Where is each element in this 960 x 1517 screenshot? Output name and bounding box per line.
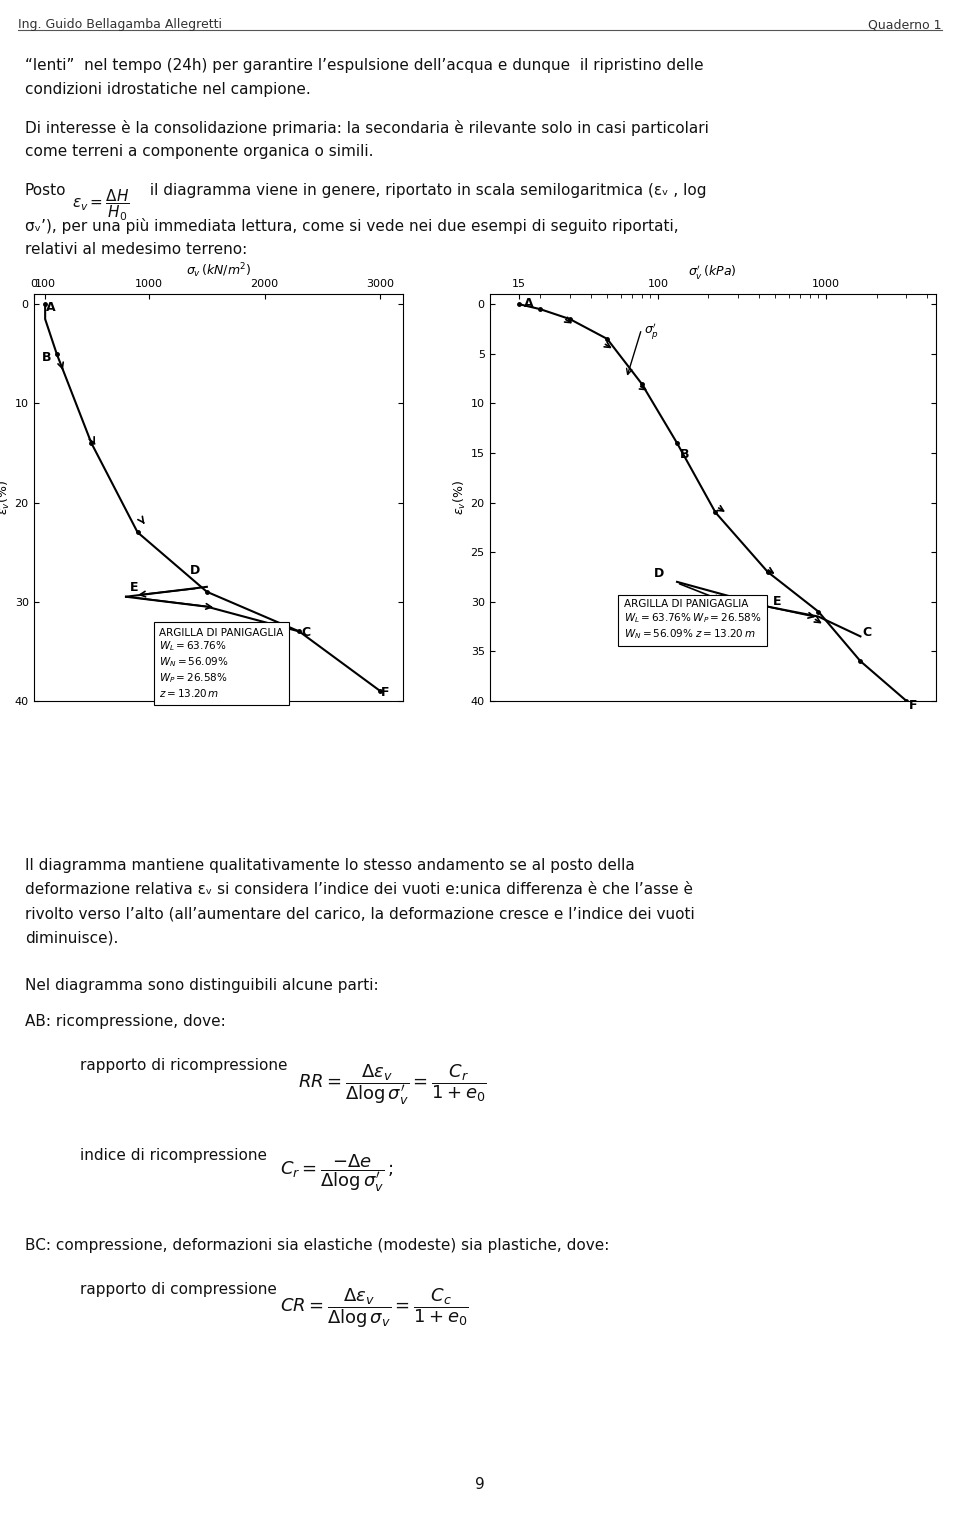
Y-axis label: $\varepsilon_v(\%)$: $\varepsilon_v(\%)$ <box>0 481 12 514</box>
Text: il diagramma viene in genere, riportato in scala semilogaritmica (εᵥ , log: il diagramma viene in genere, riportato … <box>145 184 707 199</box>
Text: condizioni idrostatiche nel campione.: condizioni idrostatiche nel campione. <box>25 82 311 97</box>
Text: D: D <box>189 564 200 576</box>
Text: Di interesse è la consolidazione primaria: la secondaria è rilevante solo in cas: Di interesse è la consolidazione primari… <box>25 120 708 137</box>
Text: Posto: Posto <box>25 184 66 199</box>
Text: E: E <box>773 595 781 608</box>
X-axis label: $\sigma_v\,(kN/m^2)$: $\sigma_v\,(kN/m^2)$ <box>185 261 252 281</box>
Text: $\sigma_p^{\prime}$: $\sigma_p^{\prime}$ <box>644 322 660 341</box>
Text: ARGILLA DI PANIGAGLIA
$W_L = 63.76\%\;W_P = 26.58\%$
$W_N = 56.09\%\;z = 13.20\,: ARGILLA DI PANIGAGLIA $W_L = 63.76\%\;W_… <box>624 599 761 640</box>
Text: A: A <box>524 297 534 309</box>
Text: $\varepsilon_v = \dfrac{\Delta H}{H_0}$: $\varepsilon_v = \dfrac{\Delta H}{H_0}$ <box>72 188 130 223</box>
Text: Ing. Guido Bellagamba Allegretti: Ing. Guido Bellagamba Allegretti <box>18 18 222 30</box>
Text: ARGILLA DI PANIGAGLIA
$W_L = 63.76\%$
$W_N = 56.09\%$
$W_P = 26.58\%$
$z = 13.20: ARGILLA DI PANIGAGLIA $W_L = 63.76\%$ $W… <box>159 628 283 699</box>
Text: A: A <box>46 302 56 314</box>
Text: AB: ricompressione, dove:: AB: ricompressione, dove: <box>25 1013 226 1029</box>
Text: “lenti”  nel tempo (24h) per garantire l’espulsione dell’acqua e dunque  il ripr: “lenti” nel tempo (24h) per garantire l’… <box>25 58 704 73</box>
Text: indice di ricompressione: indice di ricompressione <box>80 1148 267 1164</box>
Text: Quaderno 1: Quaderno 1 <box>869 18 942 30</box>
Text: C: C <box>863 627 872 639</box>
Text: relativi al medesimo terreno:: relativi al medesimo terreno: <box>25 243 248 256</box>
Text: come terreni a componente organica o simili.: come terreni a componente organica o sim… <box>25 144 373 159</box>
Text: rapporto di compressione: rapporto di compressione <box>80 1282 276 1297</box>
Text: $RR = \dfrac{\Delta\varepsilon_v}{\Delta\log\sigma_v^{\prime}} = \dfrac{C_r}{1+e: $RR = \dfrac{\Delta\varepsilon_v}{\Delta… <box>298 1062 487 1106</box>
Y-axis label: $\varepsilon_v(\%)$: $\varepsilon_v(\%)$ <box>452 481 468 514</box>
Text: Il diagramma mantiene qualitativamente lo stesso andamento se al posto della: Il diagramma mantiene qualitativamente l… <box>25 859 635 872</box>
Text: B: B <box>680 448 689 461</box>
Text: deformazione relativa εᵥ si considera l’indice dei vuoti e:unica differenza è ch: deformazione relativa εᵥ si considera l’… <box>25 881 693 897</box>
Text: rivolto verso l’alto (all’aumentare del carico, la deformazione cresce e l’indic: rivolto verso l’alto (all’aumentare del … <box>25 906 695 921</box>
Text: σᵥ’), per una più immediata lettura, come si vede nei due esempi di seguito ripo: σᵥ’), per una più immediata lettura, com… <box>25 218 679 234</box>
Text: D: D <box>654 567 664 579</box>
Text: Nel diagramma sono distinguibili alcune parti:: Nel diagramma sono distinguibili alcune … <box>25 978 378 994</box>
Text: F: F <box>909 699 917 711</box>
Text: BC: compressione, deformazioni sia elastiche (modeste) sia plastiche, dove:: BC: compressione, deformazioni sia elast… <box>25 1238 610 1253</box>
Text: F: F <box>381 686 390 699</box>
Text: E: E <box>130 581 138 593</box>
Text: 9: 9 <box>475 1478 485 1493</box>
Text: $C_r = \dfrac{-\Delta e}{\Delta\log\sigma_v^{\prime}}\,;$: $C_r = \dfrac{-\Delta e}{\Delta\log\sigm… <box>280 1151 394 1194</box>
Text: $CR = \dfrac{\Delta\varepsilon_v}{\Delta\log\sigma_v} = \dfrac{C_c}{1+e_0}$: $CR = \dfrac{\Delta\varepsilon_v}{\Delta… <box>280 1286 468 1329</box>
Text: B: B <box>41 350 51 364</box>
X-axis label: $\sigma_v^{\prime}\,(kPa)$: $\sigma_v^{\prime}\,(kPa)$ <box>688 262 737 281</box>
Text: C: C <box>301 627 311 639</box>
Text: diminuisce).: diminuisce). <box>25 930 118 945</box>
Text: rapporto di ricompressione: rapporto di ricompressione <box>80 1057 287 1073</box>
